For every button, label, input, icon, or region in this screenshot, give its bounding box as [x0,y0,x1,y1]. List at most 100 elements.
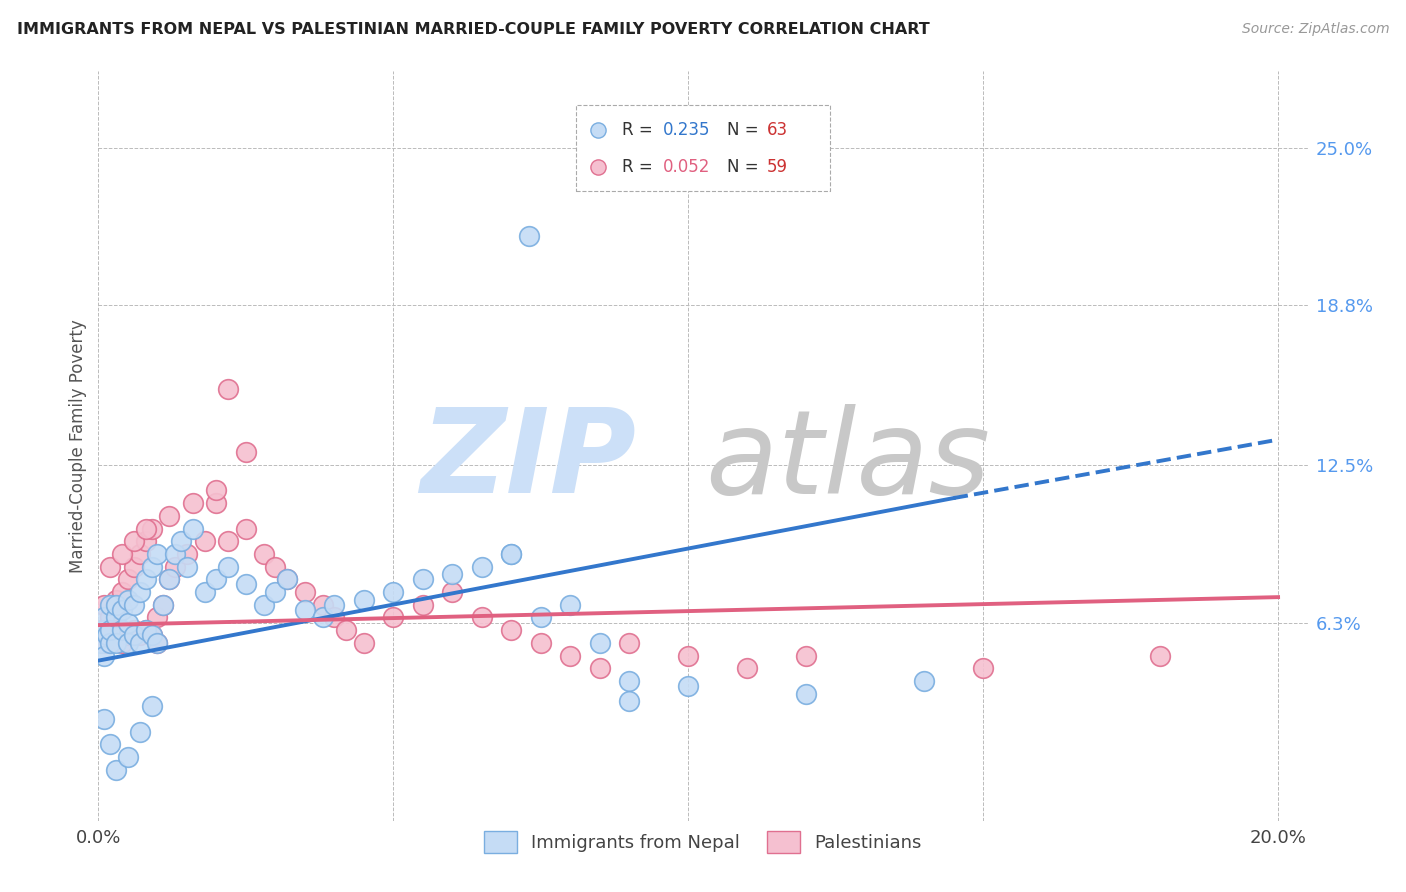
Point [141,522,163,536]
Point [217,382,239,396]
Point [294,603,316,617]
Point [678,648,700,663]
Point [176,559,198,574]
Legend: Immigrants from Nepal, Palestinians: Immigrants from Nepal, Palestinians [477,824,929,860]
Text: N =: N = [727,158,763,176]
Point [117,572,139,586]
Point [501,623,523,637]
Point [471,610,494,624]
Text: 59: 59 [768,158,789,176]
Point [170,534,193,549]
Point [98,623,121,637]
Point [252,547,274,561]
Point [235,577,257,591]
Text: Source: ZipAtlas.com: Source: ZipAtlas.com [1241,22,1389,37]
Point [912,673,935,688]
Point [205,496,228,510]
Point [735,661,758,675]
Point [235,522,257,536]
Point [181,496,204,510]
Point [146,636,169,650]
Point [111,623,134,637]
Point [311,610,333,624]
Point [98,636,121,650]
FancyBboxPatch shape [576,105,830,191]
Point [323,610,346,624]
Point [165,559,187,574]
Text: R =: R = [621,120,658,139]
Point [501,547,523,561]
Point [141,628,163,642]
Point [235,445,257,459]
Point [135,534,157,549]
Text: IMMIGRANTS FROM NEPAL VS PALESTINIAN MARRIED-COUPLE FAMILY POVERTY CORRELATION C: IMMIGRANTS FROM NEPAL VS PALESTINIAN MAR… [17,22,929,37]
Point [117,592,139,607]
Point [217,559,239,574]
Point [141,559,163,574]
Point [530,610,553,624]
Point [93,610,115,624]
Point [111,603,134,617]
Point [96,628,118,642]
Point [146,547,169,561]
Point [412,598,434,612]
Point [152,598,174,612]
Point [276,572,298,586]
Point [501,547,523,561]
Point [135,623,157,637]
Point [619,636,641,650]
Point [152,598,174,612]
Point [530,636,553,650]
Point [111,585,134,599]
Point [90,623,112,637]
Point [157,572,180,586]
Point [105,592,128,607]
Text: 0.052: 0.052 [664,158,710,176]
Point [560,648,582,663]
Point [93,623,115,637]
Text: N =: N = [727,120,763,139]
Point [412,572,434,586]
Point [157,508,180,523]
Point [382,585,405,599]
Point [128,585,150,599]
Point [194,585,217,599]
Point [141,699,163,714]
Point [619,694,641,708]
Point [128,547,150,561]
Y-axis label: Married-Couple Family Poverty: Married-Couple Family Poverty [69,319,87,573]
Point [105,763,128,777]
Point [117,615,139,630]
Point [117,750,139,764]
Point [181,522,204,536]
Point [471,559,494,574]
Point [105,636,128,650]
Point [441,585,464,599]
Point [128,724,150,739]
Point [141,628,163,642]
Point [517,229,540,244]
Point [93,598,115,612]
Point [311,598,333,612]
Point [128,628,150,642]
Point [146,610,169,624]
Point [589,636,612,650]
Text: ZIP: ZIP [420,403,637,518]
Point [335,623,357,637]
Point [98,738,121,752]
Point [98,628,121,642]
Point [205,483,228,498]
Point [93,648,115,663]
Point [176,547,198,561]
Point [93,636,115,650]
Point [122,559,145,574]
Point [217,534,239,549]
Point [122,534,145,549]
Text: 63: 63 [768,120,789,139]
Point [98,598,121,612]
Point [794,648,817,663]
Point [323,598,346,612]
Point [678,679,700,693]
Point [294,585,316,599]
Point [93,712,115,726]
